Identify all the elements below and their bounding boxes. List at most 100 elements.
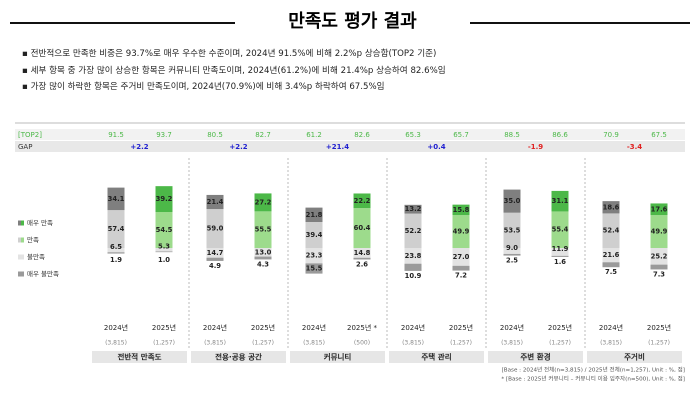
legend-swatch — [21, 271, 24, 277]
value-label: 13.2 — [405, 205, 422, 213]
bar-segment — [602, 248, 620, 263]
value-label: 35.0 — [504, 197, 521, 205]
gap-label: +21.4 — [326, 143, 349, 151]
bar-segment — [155, 248, 173, 252]
value-label: 2.5 — [506, 257, 518, 265]
bar-segment — [206, 257, 224, 261]
legend-swatch — [21, 237, 24, 243]
n-label: (1,257) — [252, 340, 274, 347]
value-label: 2.6 — [356, 260, 368, 268]
value-label: 49.9 — [453, 228, 470, 236]
bar-segment — [503, 189, 521, 213]
bar-segment — [107, 187, 125, 211]
value-label: 5.3 — [158, 243, 170, 251]
bar-segment — [452, 265, 470, 271]
bar-segment — [650, 215, 668, 248]
x-tick-label: 2025년 — [647, 323, 671, 332]
bullet-text: 가장 많이 하락한 항목은 주거비 만족도이며, 2024년(70.9%)에 비… — [30, 82, 385, 92]
top2-label: 82.6 — [354, 131, 370, 139]
value-label: 17.6 — [651, 205, 668, 213]
value-label: 21.4 — [207, 198, 224, 206]
bar-segment — [551, 255, 569, 257]
value-label: 52.4 — [603, 227, 620, 235]
title: 만족도 평가 결과 — [235, 8, 470, 36]
bar-segment — [404, 213, 422, 248]
legend-swatch — [21, 254, 24, 260]
group-box — [290, 351, 385, 363]
bar-segment — [452, 215, 470, 248]
bullet-text: 세부 항목 중 가장 많이 상승한 항목은 커뮤니티 만족도이며, 2024년(… — [30, 66, 446, 76]
bar-segment — [107, 252, 125, 254]
bar-segment — [650, 264, 668, 270]
bar-segment — [254, 193, 272, 212]
bar-segment — [305, 221, 323, 248]
bullet-text: 전반적으로 만족한 비중은 93.7%로 매우 우수한 수준이며, 2024년 … — [30, 49, 437, 59]
top2-label: 82.7 — [255, 131, 271, 139]
value-label: 59.0 — [207, 225, 224, 233]
n-label: (1,257) — [648, 340, 670, 347]
bar-segment — [551, 190, 569, 212]
value-label: 52.2 — [405, 227, 422, 235]
bar-segment — [602, 201, 620, 214]
bullet: ▪ 가장 많이 하락한 항목은 주거비 만족도이며, 2024년(70.9%)에… — [22, 82, 385, 92]
value-label: 13.0 — [255, 248, 272, 256]
value-label: 54.5 — [156, 226, 173, 234]
top2-label: 65.3 — [405, 131, 421, 139]
bar-segment — [452, 204, 470, 216]
footnote: [Base : 2024년 전체(n=3,815) / 2025년 전체(n=1… — [502, 366, 685, 374]
legend-label: 불만족 — [27, 252, 45, 261]
value-label: 11.9 — [552, 245, 569, 253]
n-label: (500) — [354, 340, 370, 347]
gap-label: +2.2 — [229, 143, 247, 151]
x-tick-label: 2024년 — [500, 323, 524, 332]
bar-segment — [155, 251, 173, 253]
top2-label: 88.5 — [504, 131, 520, 139]
bar-segment — [353, 193, 371, 209]
bar-segment — [551, 248, 569, 256]
legend-swatch — [18, 220, 21, 226]
value-label: 7.5 — [605, 268, 617, 276]
bar-segment — [602, 262, 620, 268]
bar-segment — [551, 211, 569, 248]
bar-segment — [107, 248, 125, 253]
bullet: ▪ 전반적으로 만족한 비중은 93.7%로 매우 우수한 수준이며, 2024… — [22, 49, 437, 59]
value-label: 21.8 — [306, 211, 323, 219]
n-label: (3,815) — [204, 340, 226, 347]
value-label: 14.8 — [354, 249, 371, 257]
value-label: 55.5 — [255, 226, 272, 234]
value-label: 4.3 — [257, 260, 269, 268]
n-label: (3,815) — [600, 340, 622, 347]
bar-segment — [404, 248, 422, 264]
gap-row — [15, 141, 685, 152]
top2-label: 86.6 — [552, 131, 568, 139]
bar-segment — [353, 257, 371, 260]
bar-segment — [404, 204, 422, 214]
group-label: 주변 환경 — [520, 352, 550, 362]
legend-swatch — [21, 220, 24, 226]
group-box — [191, 351, 286, 363]
value-label: 6.5 — [110, 243, 122, 251]
value-label: 4.9 — [209, 262, 221, 270]
value-label: 14.7 — [207, 249, 224, 257]
bar-segment — [254, 211, 272, 248]
group-label: 전용·공용 공간 — [215, 352, 262, 362]
legend-swatch — [18, 254, 21, 260]
n-label: (1,257) — [153, 340, 175, 347]
bar-segment — [206, 248, 224, 258]
bar-segment — [452, 248, 470, 266]
group-label: 주거비 — [624, 352, 645, 362]
x-tick-label: 2024년 — [401, 323, 425, 332]
bar-segment — [602, 213, 620, 248]
bar-segment — [503, 253, 521, 256]
x-tick-label: 2025년 — [251, 323, 275, 332]
top2-label: 65.7 — [453, 131, 469, 139]
value-label: 7.2 — [455, 272, 467, 280]
value-label: 27.2 — [255, 198, 272, 206]
bar-segment — [305, 207, 323, 222]
x-tick-label: 2024년 — [599, 323, 623, 332]
n-label: (3,815) — [105, 340, 127, 347]
bar-segment — [503, 212, 521, 248]
top2-label: 91.5 — [108, 131, 124, 139]
